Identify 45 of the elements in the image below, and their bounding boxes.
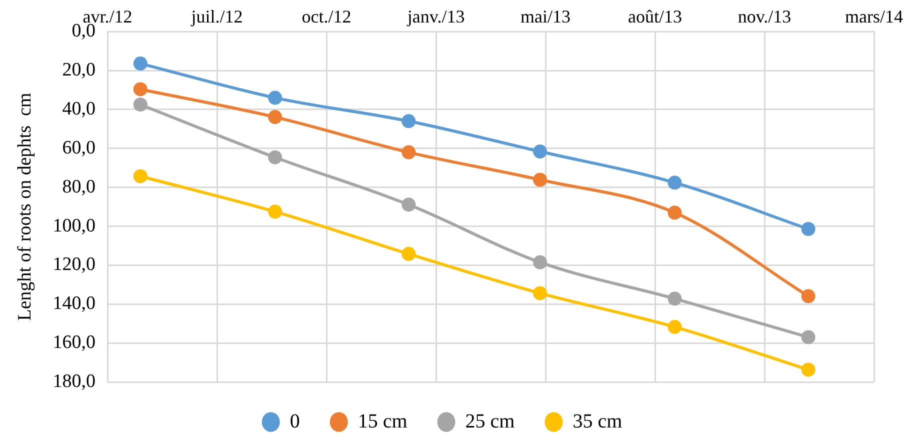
point [533, 255, 548, 270]
y-tick-label: 120,0 [52, 254, 96, 276]
point [801, 222, 816, 236]
point [668, 320, 682, 334]
x-tick-label: mai/13 [520, 6, 571, 27]
y-tick-label: 40,0 [62, 98, 96, 120]
point [133, 98, 148, 112]
point [801, 330, 816, 344]
x-tick-label: janv./13 [406, 6, 465, 27]
y-tick-label: 160,0 [52, 332, 96, 354]
y-tick-label: 100,0 [52, 215, 96, 236]
x-tick-label: oct./12 [302, 6, 352, 27]
legend-label: 15 cm [358, 410, 408, 432]
point [533, 144, 548, 159]
point [533, 172, 548, 187]
y-axis-title: Lenght of roots on dephts cm [14, 92, 36, 321]
point [402, 246, 416, 261]
x-tick-label: mars/14 [845, 6, 903, 27]
y-tick-label: 140,0 [52, 293, 96, 314]
point [533, 286, 548, 300]
x-tick-label: août/13 [628, 6, 682, 27]
point [801, 289, 816, 304]
point [668, 176, 682, 190]
point [133, 82, 148, 96]
point [801, 362, 816, 377]
point [402, 198, 416, 212]
point [133, 169, 148, 184]
x-tick-label: juil./12 [190, 6, 243, 27]
point [268, 110, 282, 124]
x-tick-label: nov./13 [738, 6, 792, 27]
y-tick-label: 60,0 [62, 137, 96, 158]
y-tick-label: 20,0 [62, 60, 96, 81]
legend-label: 35 cm [572, 410, 623, 432]
point [268, 204, 282, 219]
point [133, 56, 148, 71]
legend-label: 0 [290, 410, 300, 432]
y-tick-label: 80,0 [62, 176, 96, 198]
point [268, 150, 282, 164]
point [402, 114, 416, 128]
point [668, 206, 682, 220]
legend-label: 25 cm [465, 410, 516, 432]
y-tick-label: 180,0 [52, 370, 96, 392]
point [402, 145, 416, 160]
point [668, 292, 682, 306]
point [268, 90, 282, 105]
